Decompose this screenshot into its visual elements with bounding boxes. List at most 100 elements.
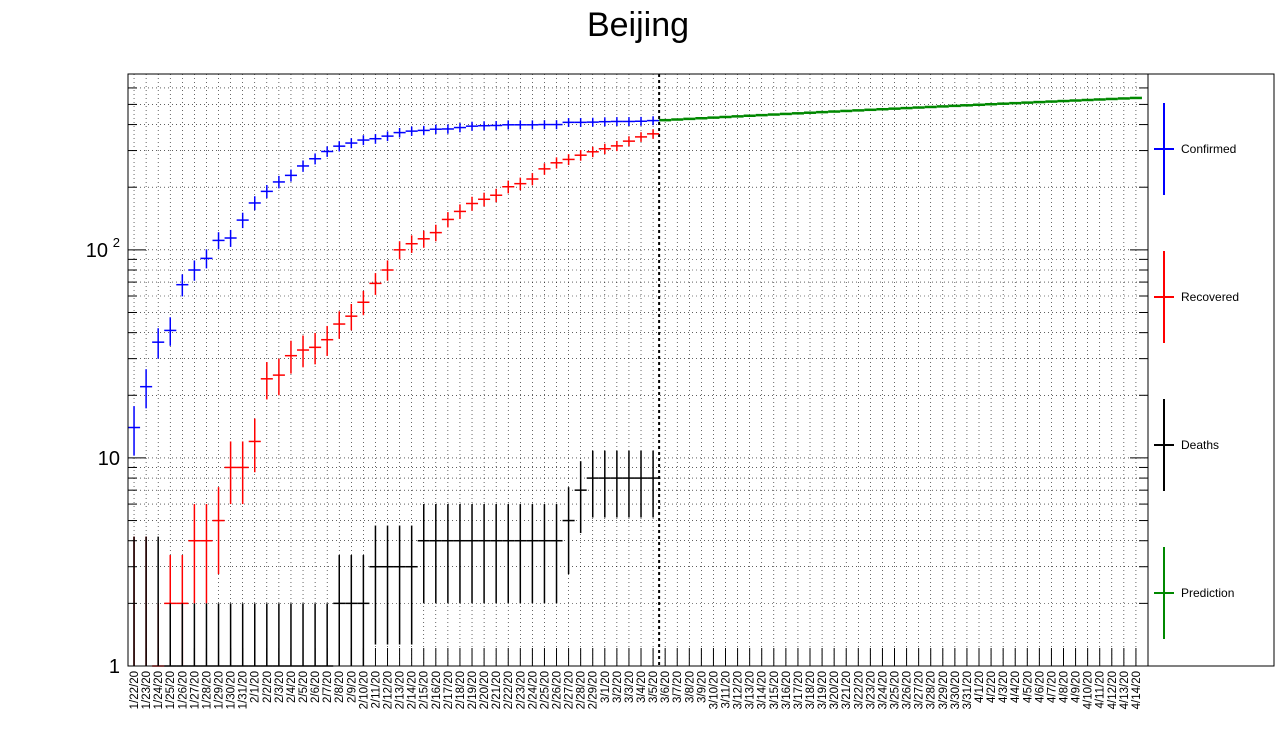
x-tick-label: 3/15/20	[769, 671, 781, 709]
x-tick-label: 3/18/20	[805, 671, 817, 709]
x-tick-label: 3/19/20	[817, 671, 829, 709]
grid	[128, 73, 1148, 666]
x-tick-label: 2/9/20	[346, 671, 358, 703]
x-tick-label: 3/21/20	[841, 671, 853, 709]
x-tick-label: 3/27/20	[914, 671, 926, 709]
x-tick-label: 3/30/20	[950, 671, 962, 709]
x-tick-label: 4/11/20	[1095, 671, 1107, 709]
legend: Confirmed Recovered Deaths Prediction	[1147, 73, 1275, 667]
x-tick-label: 2/22/20	[503, 671, 515, 709]
x-tick-label: 2/7/20	[322, 671, 334, 703]
x-tick-label: 1/29/20	[214, 671, 226, 709]
x-tick-label: 2/27/20	[564, 671, 576, 709]
x-tick-label: 1/25/20	[165, 671, 177, 709]
x-tick-label: 2/23/20	[515, 671, 527, 709]
x-tick-label: 2/21/20	[491, 671, 503, 709]
x-tick-label: 3/29/20	[938, 671, 950, 709]
series-deaths	[133, 450, 660, 667]
y-tick-label: 10	[86, 240, 108, 262]
x-tick-label: 3/20/20	[829, 671, 841, 709]
y-tick-exponent: 2	[113, 235, 120, 250]
x-tick-label: 3/11/20	[721, 671, 733, 709]
x-tick-label: 4/12/20	[1107, 671, 1119, 709]
x-tick-label: 3/10/20	[708, 671, 720, 709]
legend-entry-prediction: Prediction	[1154, 547, 1234, 639]
x-tick-label: 2/13/20	[395, 671, 407, 709]
x-tick-label: 2/10/20	[358, 671, 370, 709]
x-tick-label: 3/4/20	[636, 671, 648, 703]
x-tick-label: 3/14/20	[757, 671, 769, 709]
x-tick-label: 2/11/20	[370, 671, 382, 709]
legend-entry-deaths: Deaths	[1154, 399, 1219, 491]
x-tick-label: 4/7/20	[1046, 671, 1058, 703]
x-tick-label: 4/3/20	[998, 671, 1010, 703]
x-tick-label: 1/31/20	[238, 671, 250, 709]
legend-label: Confirmed	[1181, 142, 1236, 156]
y-tick-label: 10	[98, 448, 120, 470]
legend-entry-confirmed: Confirmed	[1154, 103, 1236, 195]
series-confirmed	[128, 116, 660, 456]
x-tick-label: 3/25/20	[890, 671, 902, 709]
x-tick-label: 3/24/20	[877, 671, 889, 709]
x-tick-label: 2/25/20	[539, 671, 551, 709]
x-tick-label: 2/1/20	[250, 671, 262, 703]
x-tick-label: 2/2/20	[262, 671, 274, 703]
x-tick-label: 2/18/20	[455, 671, 467, 709]
axes: 1 10 10 2 1/22/20 1/23/20 1/24/20 1/25/20 1/26/2…	[86, 73, 1148, 709]
x-tick-label: 1/22/20	[129, 671, 141, 709]
x-tick-label: 3/8/20	[684, 671, 696, 703]
x-tick-label: 2/26/20	[552, 671, 564, 709]
x-tick-label: 2/24/20	[527, 671, 539, 709]
x-tick-label: 1/28/20	[201, 671, 213, 709]
y-tick-label: 1	[109, 656, 120, 678]
x-tick-label: 3/1/20	[600, 671, 612, 703]
x-tick-label: 4/10/20	[1083, 671, 1095, 709]
x-tick-label: 2/3/20	[274, 671, 286, 703]
x-tick-label: 2/4/20	[286, 671, 298, 703]
x-tick-label: 3/13/20	[745, 671, 757, 709]
x-tick-label: 4/4/20	[1010, 671, 1022, 703]
x-tick-label: 2/28/20	[576, 671, 588, 709]
x-tick-label: 2/14/20	[407, 671, 419, 709]
legend-label: Deaths	[1181, 438, 1219, 452]
x-tick-label: 3/2/20	[612, 671, 624, 703]
chart-title: Beijing	[587, 6, 689, 44]
x-tick-label: 2/20/20	[479, 671, 491, 709]
x-tick-label: 3/26/20	[902, 671, 914, 709]
x-tick-label: 2/15/20	[419, 671, 431, 709]
x-tick-label: 3/16/20	[781, 671, 793, 709]
x-tick-label: 2/29/20	[588, 671, 600, 709]
x-tick-label: 4/5/20	[1022, 671, 1034, 703]
x-tick-label: 4/8/20	[1059, 671, 1071, 703]
x-tick-label: 3/3/20	[624, 671, 636, 703]
legend-box	[1147, 73, 1275, 667]
x-tick-label: 4/14/20	[1131, 671, 1143, 709]
legend-label: Recovered	[1181, 290, 1239, 304]
x-tick-label: 3/23/20	[865, 671, 877, 709]
x-tick-label: 3/31/20	[962, 671, 974, 709]
x-tick-label: 4/13/20	[1119, 671, 1131, 709]
x-tick-label: 4/6/20	[1034, 671, 1046, 703]
x-tick-label: 1/27/20	[189, 671, 201, 709]
x-tick-label: 3/28/20	[926, 671, 938, 709]
x-tick-label: 3/22/20	[853, 671, 865, 709]
x-tick-label: 3/5/20	[648, 671, 660, 703]
x-tick-label: 4/9/20	[1071, 671, 1083, 703]
x-tick-label: 2/19/20	[467, 671, 479, 709]
x-tick-label: 2/6/20	[310, 671, 322, 703]
x-tick-label: 3/17/20	[793, 671, 805, 709]
x-tick-label: 1/30/20	[226, 671, 238, 709]
x-tick-label: 3/6/20	[660, 671, 672, 703]
x-tick-label: 1/24/20	[153, 671, 165, 709]
x-tick-label: 2/17/20	[443, 671, 455, 709]
x-tick-label: 2/16/20	[431, 671, 443, 709]
x-tick-label: 2/5/20	[298, 671, 310, 703]
x-tick-label: 1/26/20	[177, 671, 189, 709]
legend-label: Prediction	[1181, 586, 1234, 600]
x-tick-label: 3/9/20	[696, 671, 708, 703]
x-tick-label: 3/7/20	[672, 671, 684, 703]
x-tick-label: 2/8/20	[334, 671, 346, 703]
x-tick-label: 1/23/20	[141, 671, 153, 709]
series-prediction	[659, 96, 1142, 122]
